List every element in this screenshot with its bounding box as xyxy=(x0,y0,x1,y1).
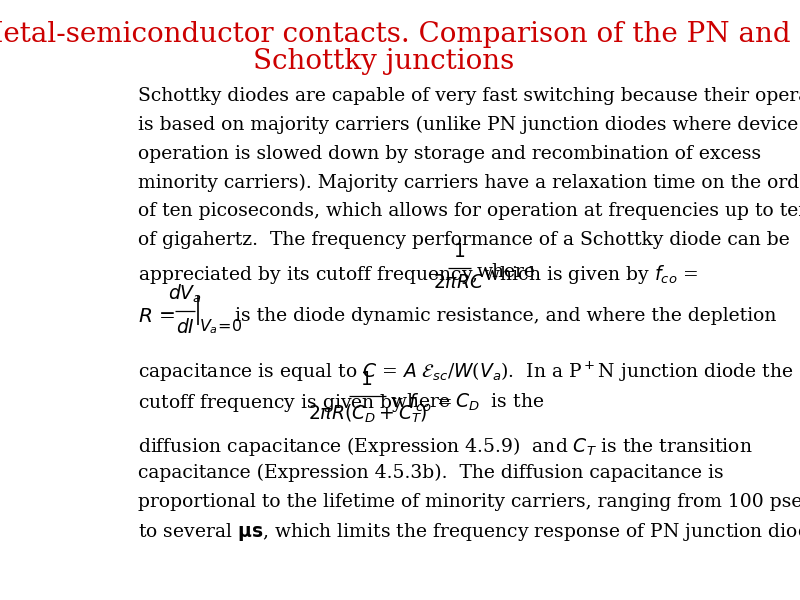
Text: $dI$: $dI$ xyxy=(176,318,194,337)
Text: $1$: $1$ xyxy=(360,371,372,389)
Text: $V_a\!=\!0$: $V_a\!=\!0$ xyxy=(199,317,243,335)
Text: diffusion capacitance (Expression 4.5.9)  and $C_T$ is the transition: diffusion capacitance (Expression 4.5.9)… xyxy=(138,435,752,458)
Text: operation is slowed down by storage and recombination of excess: operation is slowed down by storage and … xyxy=(138,145,761,163)
Text: $2\pi R(C_D + C_T)$: $2\pi R(C_D + C_T)$ xyxy=(308,403,428,425)
Text: minority carriers). Majority carriers have a relaxation time on the order: minority carriers). Majority carriers ha… xyxy=(138,173,800,191)
Text: is based on majority carriers (unlike PN junction diodes where device: is based on majority carriers (unlike PN… xyxy=(138,116,798,134)
Text: of ten picoseconds, which allows for operation at frequencies up to tens: of ten picoseconds, which allows for ope… xyxy=(138,202,800,220)
Text: $1$: $1$ xyxy=(453,243,465,261)
Text: $dV_a$: $dV_a$ xyxy=(168,283,202,305)
Text: to several $\mathbf{\mu s}$, which limits the frequency response of PN junction : to several $\mathbf{\mu s}$, which limit… xyxy=(138,521,800,544)
Text: capacitance (Expression 4.5.3b).  The diffusion capacitance is: capacitance (Expression 4.5.3b). The dif… xyxy=(138,464,723,482)
Text: cutoff frequency is given by $f_{co}$ =: cutoff frequency is given by $f_{co}$ = xyxy=(138,391,452,414)
Text: Schottky diodes are capable of very fast switching because their operation: Schottky diodes are capable of very fast… xyxy=(138,87,800,105)
Text: proportional to the lifetime of minority carriers, ranging from 100 psec: proportional to the lifetime of minority… xyxy=(138,493,800,511)
Text: is the diode dynamic resistance, and where the depletion: is the diode dynamic resistance, and whe… xyxy=(235,307,776,325)
Text: where: where xyxy=(476,263,535,281)
Text: where $C_D$  is the: where $C_D$ is the xyxy=(390,391,544,413)
Text: of gigahertz.  The frequency performance of a Schottky diode can be: of gigahertz. The frequency performance … xyxy=(138,231,790,249)
Text: Schottky junctions: Schottky junctions xyxy=(253,48,514,75)
Text: $2\pi RC$: $2\pi RC$ xyxy=(434,274,485,292)
Text: $R$ =: $R$ = xyxy=(138,307,175,326)
Text: Metal-semiconductor contacts. Comparison of the PN and: Metal-semiconductor contacts. Comparison… xyxy=(0,21,791,48)
Text: appreciated by its cutoff frequency, which is given by $f_{co}$ =: appreciated by its cutoff frequency, whi… xyxy=(138,263,698,286)
Text: capacitance is equal to $C$ = $A$ $\mathcal{E}_{sc}$/$W$($V_a$).  In a P$^+$N ju: capacitance is equal to $C$ = $A$ $\math… xyxy=(138,359,794,383)
